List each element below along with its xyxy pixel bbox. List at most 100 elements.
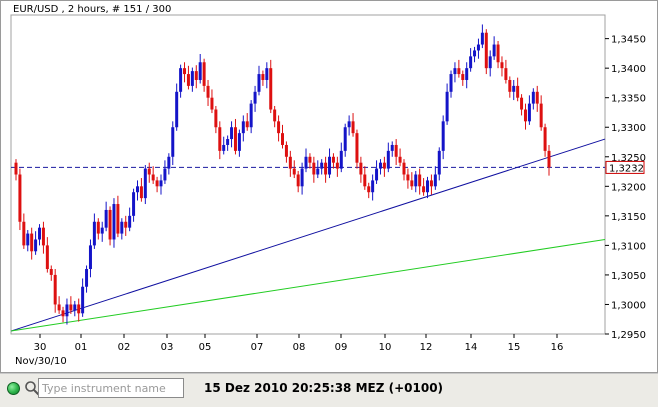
candle-body: [284, 144, 288, 157]
candle-body: [73, 304, 77, 311]
candle-body: [414, 174, 418, 187]
candle: [281, 124, 284, 149]
candle-body: [465, 68, 469, 80]
candle: [26, 230, 30, 252]
candle-body: [108, 209, 112, 240]
candle: [320, 159, 324, 175]
status-datetime: 15 Dez 2010 20:25:38 MEZ (+0100): [204, 381, 444, 395]
candle: [151, 166, 155, 184]
candle: [331, 153, 335, 169]
candle-body: [351, 121, 355, 134]
candle-body: [410, 180, 414, 187]
search-icon[interactable]: [24, 380, 40, 396]
candle-body: [457, 68, 461, 75]
y-tick-label: 1,3450: [611, 35, 646, 46]
candle: [339, 142, 343, 173]
candle: [77, 298, 81, 322]
candle-body: [198, 62, 202, 80]
candle: [343, 123, 347, 157]
candle: [406, 168, 410, 189]
candle-body: [22, 221, 26, 246]
candle-body: [45, 245, 49, 270]
candle-body: [155, 180, 159, 187]
candle: [186, 65, 190, 90]
candle: [139, 178, 143, 202]
candle: [535, 85, 539, 112]
candle-body: [461, 74, 465, 80]
candle: [496, 40, 500, 69]
candle: [155, 176, 159, 193]
candle-body: [429, 180, 433, 187]
x-tick-label: 10: [379, 342, 392, 353]
candle: [18, 168, 22, 231]
candle: [245, 113, 249, 131]
candle-body: [480, 32, 484, 45]
candle-body: [128, 215, 132, 228]
candle: [390, 141, 394, 157]
candle-body: [422, 186, 426, 193]
candle-body: [359, 162, 363, 175]
candle-body: [375, 168, 379, 181]
candle: [476, 38, 480, 59]
candle: [210, 89, 214, 114]
status-bar: 15 Dez 2010 20:25:38 MEZ (+0100): [0, 373, 658, 407]
last-price-box: [605, 160, 645, 174]
candle-body: [402, 162, 406, 175]
candle: [465, 62, 469, 89]
candle: [429, 174, 433, 195]
candle: [175, 83, 179, 131]
candle: [202, 58, 206, 92]
candle: [437, 147, 441, 181]
candle: [547, 144, 551, 176]
candle-body: [163, 168, 167, 181]
last-price-marker: 1,3232: [605, 160, 645, 174]
trendline-blue: [10, 138, 606, 332]
candle-body: [69, 304, 73, 311]
candle: [484, 29, 488, 75]
candle: [214, 105, 218, 134]
candle: [328, 148, 332, 179]
y-tick-label: 1,3200: [611, 182, 646, 193]
x-tick-label: 09: [335, 342, 348, 353]
candle: [351, 113, 355, 137]
candle: [543, 123, 547, 157]
candle: [402, 159, 406, 181]
candle-body: [473, 50, 477, 57]
candle: [85, 265, 89, 293]
candle-body: [237, 133, 241, 151]
candle-body: [104, 209, 108, 228]
candle-body: [328, 156, 332, 175]
candle: [453, 62, 457, 83]
candle: [488, 50, 492, 77]
candle-body: [378, 162, 382, 169]
candle-body: [81, 286, 85, 314]
candle-body: [167, 156, 171, 169]
candle: [394, 139, 398, 166]
candle-body: [171, 127, 175, 157]
candle: [273, 105, 277, 128]
candle-body: [53, 274, 57, 305]
candle-body: [304, 156, 308, 169]
candle: [335, 156, 339, 177]
candle: [92, 213, 96, 249]
candle: [132, 188, 136, 222]
candle: [398, 148, 402, 167]
instrument-search-input[interactable]: [38, 378, 184, 398]
y-tick-label: 1,3300: [611, 123, 646, 134]
candle-body: [61, 310, 65, 317]
y-tick-label: 1,3400: [611, 64, 646, 75]
candle-body: [218, 127, 222, 151]
candle: [88, 239, 92, 278]
candle-body: [324, 162, 328, 175]
candle-body: [390, 144, 394, 151]
candle: [378, 159, 382, 175]
candle-body: [453, 68, 457, 75]
candle: [422, 178, 426, 196]
candle: [69, 296, 73, 314]
price-chart[interactable]: 1,2950 1,3000 1,3050 1,3100 1,3150 1,3200 1,32…: [1, 1, 658, 374]
candle-body: [226, 139, 230, 145]
candle: [359, 156, 363, 183]
candle: [96, 218, 100, 240]
chart-panel[interactable]: 1,2950 1,3000 1,3050 1,3100 1,3150 1,3200 1,32…: [0, 0, 658, 373]
x-tick-label: 15: [508, 342, 521, 353]
